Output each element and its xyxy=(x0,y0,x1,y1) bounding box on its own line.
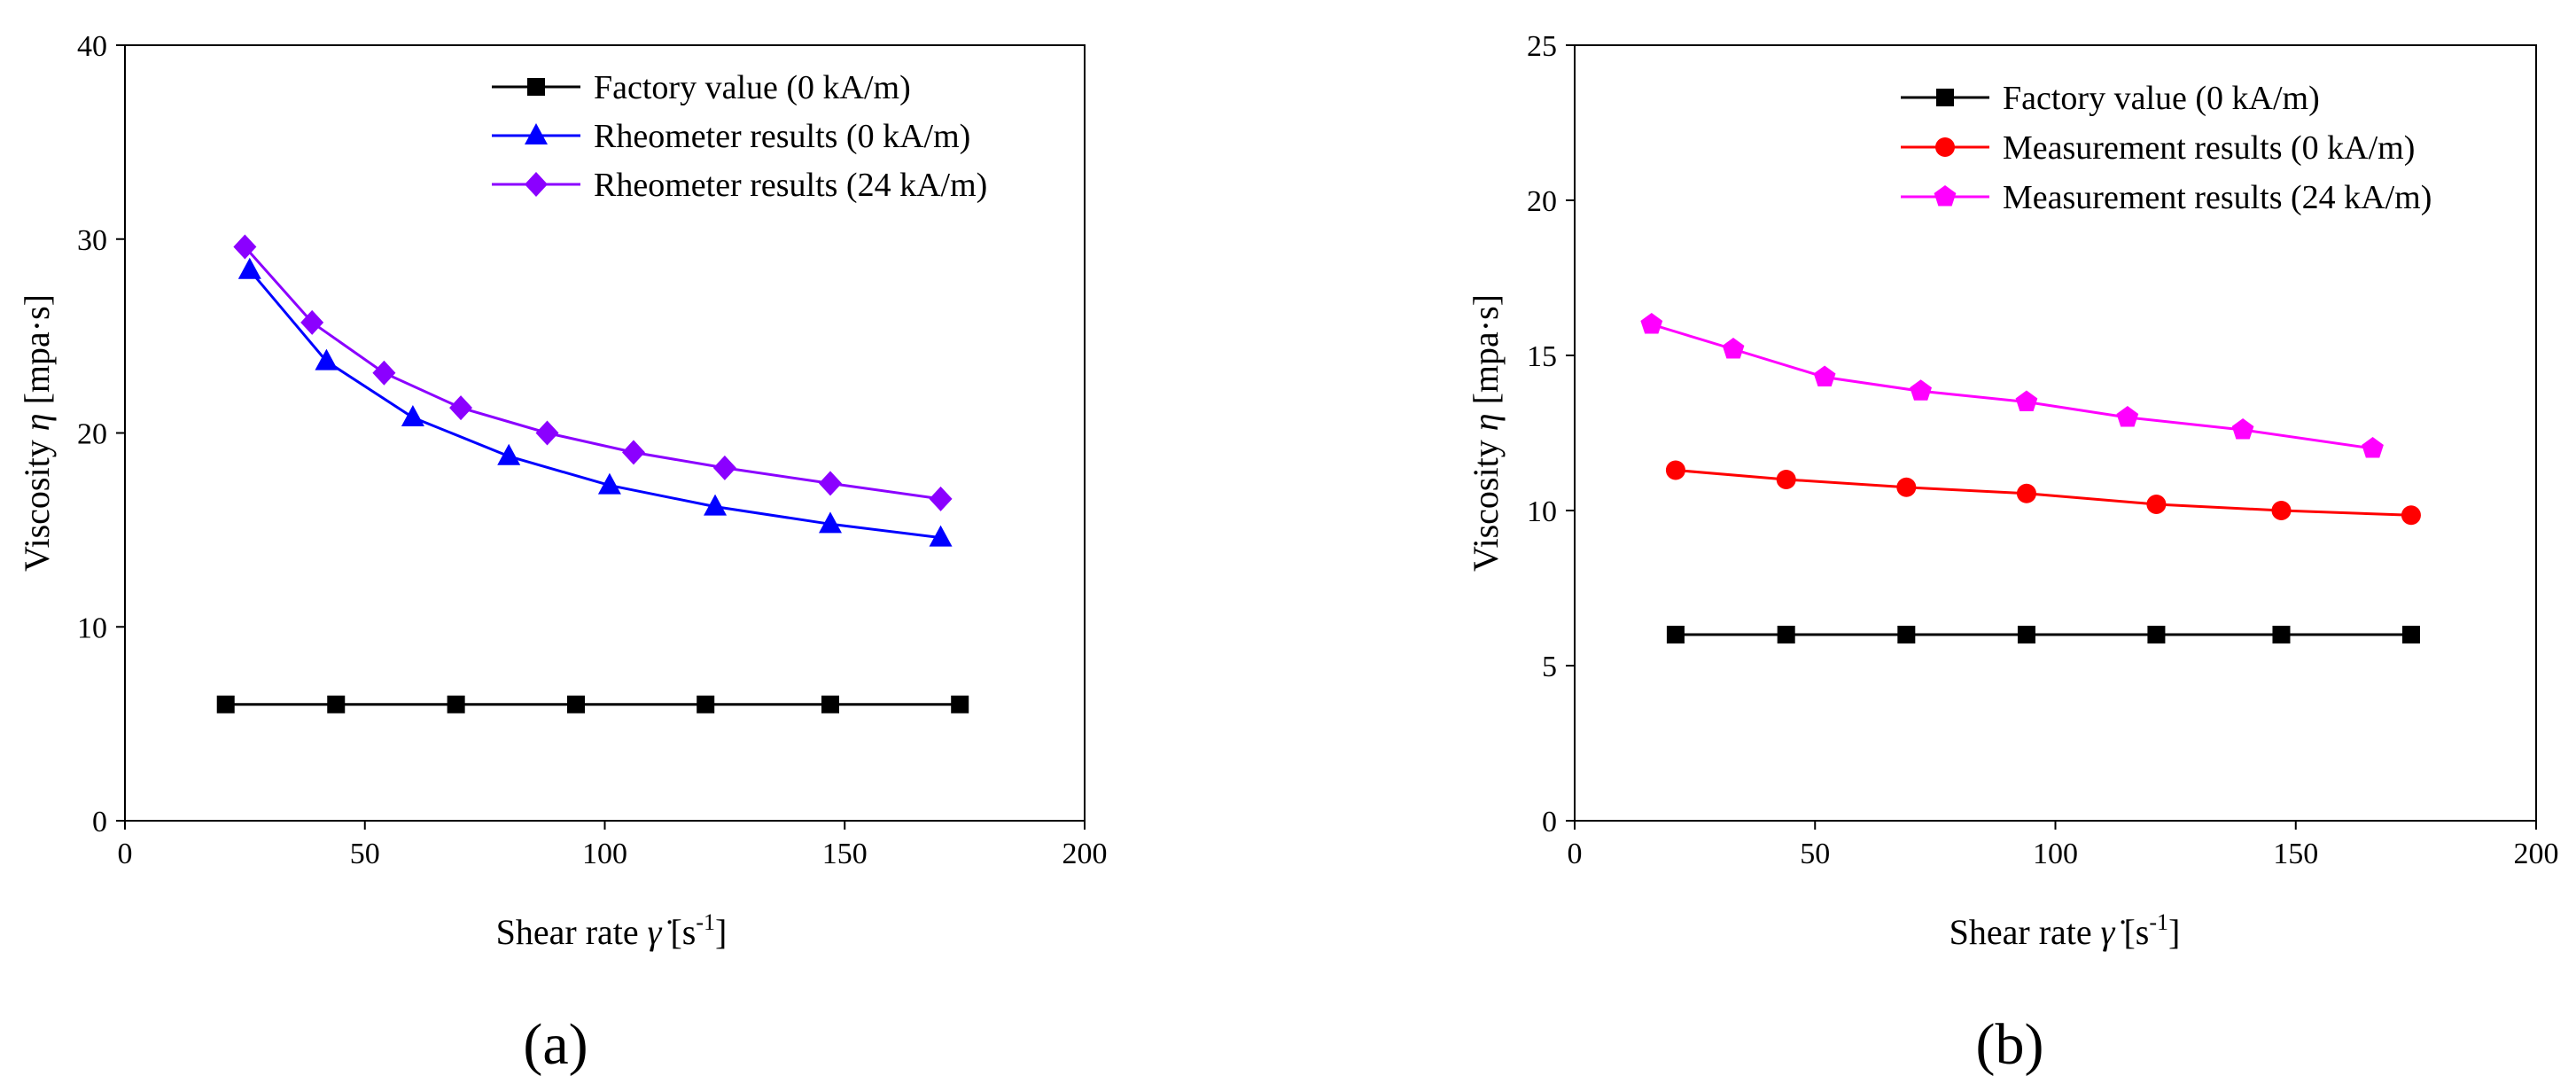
data-point xyxy=(1897,626,1916,643)
data-point xyxy=(2016,483,2036,503)
data-point xyxy=(401,405,424,426)
legend-marker xyxy=(527,78,545,96)
y-axis-title: Viscosity η [mpa·s] xyxy=(1466,294,1506,572)
x-tick-label: 100 xyxy=(582,838,627,870)
data-point xyxy=(597,472,621,495)
legend-marker xyxy=(1934,185,1957,207)
y-tick-label: 30 xyxy=(77,224,107,257)
x-tick-label: 200 xyxy=(2514,838,2559,870)
data-point xyxy=(2231,418,2254,440)
data-point xyxy=(2015,390,2038,411)
y-tick-label: 0 xyxy=(1542,806,1557,838)
data-point xyxy=(1722,338,1745,359)
data-point xyxy=(929,486,953,511)
x-tick-label: 0 xyxy=(1568,838,1583,870)
x-axis-title: Shear rate γ̇ [s-1] xyxy=(1950,909,2181,952)
series-line xyxy=(248,269,941,540)
chart-panel-b: 0 50 100 150 200 0 5 10 15 20 25 Factory value (0 k… xyxy=(1466,30,2559,1076)
series-0 xyxy=(216,695,969,713)
panel-label: (b) xyxy=(1976,1012,2044,1076)
data-point xyxy=(1896,477,1917,497)
legend-marker xyxy=(525,123,548,144)
data-point xyxy=(1813,365,1836,386)
series-line xyxy=(244,246,941,501)
y-tick-label: 20 xyxy=(77,418,107,451)
series-0 xyxy=(1666,626,2420,643)
data-point xyxy=(1776,470,1796,489)
data-point xyxy=(821,695,840,713)
series-2 xyxy=(233,234,953,511)
data-point xyxy=(2272,626,2291,643)
data-point xyxy=(327,695,346,713)
data-point xyxy=(2401,505,2421,526)
data-point xyxy=(216,695,235,713)
data-point xyxy=(2271,501,2292,520)
data-point xyxy=(567,695,586,713)
x-tick-label: 150 xyxy=(822,838,868,870)
data-point xyxy=(697,695,715,713)
data-point xyxy=(2017,626,2035,643)
data-point xyxy=(2116,406,2139,427)
y-tick-label: 40 xyxy=(77,30,107,63)
y-axis-title: Viscosity η [mpa·s] xyxy=(17,294,57,572)
y-tick-label: 20 xyxy=(1527,185,1557,218)
panel-label: (a) xyxy=(523,1012,588,1076)
legend-label: Rheometer results (24 kA/m) xyxy=(594,167,987,204)
legend-label: Rheometer results (0 kA/m) xyxy=(594,118,970,155)
x-tick-label: 0 xyxy=(118,838,133,870)
y-tick-label: 5 xyxy=(1542,651,1557,683)
y-tick-label: 15 xyxy=(1527,340,1557,373)
data-point xyxy=(449,395,473,421)
chart-panel-a: 0 50 100 150 200 0 10 20 30 40 Factory value (0 kA… xyxy=(17,30,1108,1076)
data-point xyxy=(2146,495,2167,514)
legend-label: Measurement results (0 kA/m) xyxy=(2003,129,2415,167)
data-point xyxy=(447,695,465,713)
data-point xyxy=(951,695,969,713)
data-point xyxy=(497,443,521,465)
legend-label: Measurement results (24 kA/m) xyxy=(2003,179,2432,216)
data-point xyxy=(535,420,559,446)
series-1 xyxy=(237,257,953,547)
legend-label: Factory value (0 kA/m) xyxy=(2003,80,2320,117)
data-point xyxy=(712,455,736,480)
data-point xyxy=(1666,626,1685,643)
data-point xyxy=(819,511,843,534)
x-tick-label: 150 xyxy=(2273,838,2318,870)
x-tick-label: 50 xyxy=(350,838,380,870)
series-1 xyxy=(1665,460,2421,526)
data-point xyxy=(2401,626,2420,643)
data-point xyxy=(819,471,843,496)
data-point xyxy=(1777,626,1795,643)
data-point xyxy=(2147,626,2166,643)
legend-marker xyxy=(1936,89,1954,106)
legend-marker xyxy=(1935,137,1955,157)
y-tick-label: 25 xyxy=(1527,30,1557,63)
data-point xyxy=(1665,460,1685,480)
data-point xyxy=(372,360,396,386)
y-tick-label: 10 xyxy=(77,612,107,644)
legend: Factory value (0 kA/m) Measurement result… xyxy=(1901,80,2432,216)
data-point xyxy=(2362,437,2384,458)
data-point xyxy=(929,525,953,547)
data-point xyxy=(704,494,728,516)
data-point xyxy=(237,257,261,279)
data-point xyxy=(233,234,257,260)
legend-label: Factory value (0 kA/m) xyxy=(594,69,911,106)
x-tick-label: 200 xyxy=(1062,838,1108,870)
data-point xyxy=(621,440,645,465)
data-point xyxy=(1640,313,1663,334)
series-2 xyxy=(1640,313,2384,458)
legend-marker xyxy=(525,172,548,197)
x-axis-title: Shear rate γ̇ [s-1] xyxy=(496,909,728,952)
y-tick-label: 0 xyxy=(92,806,107,838)
x-tick-label: 50 xyxy=(1800,838,1830,870)
x-tick-label: 100 xyxy=(2033,838,2078,870)
series-line xyxy=(1651,323,2373,450)
data-point xyxy=(300,309,324,335)
data-point xyxy=(315,348,339,370)
legend: Factory value (0 kA/m) Rheometer results … xyxy=(492,69,987,204)
y-tick-label: 10 xyxy=(1527,495,1557,528)
data-point xyxy=(1910,379,1932,401)
